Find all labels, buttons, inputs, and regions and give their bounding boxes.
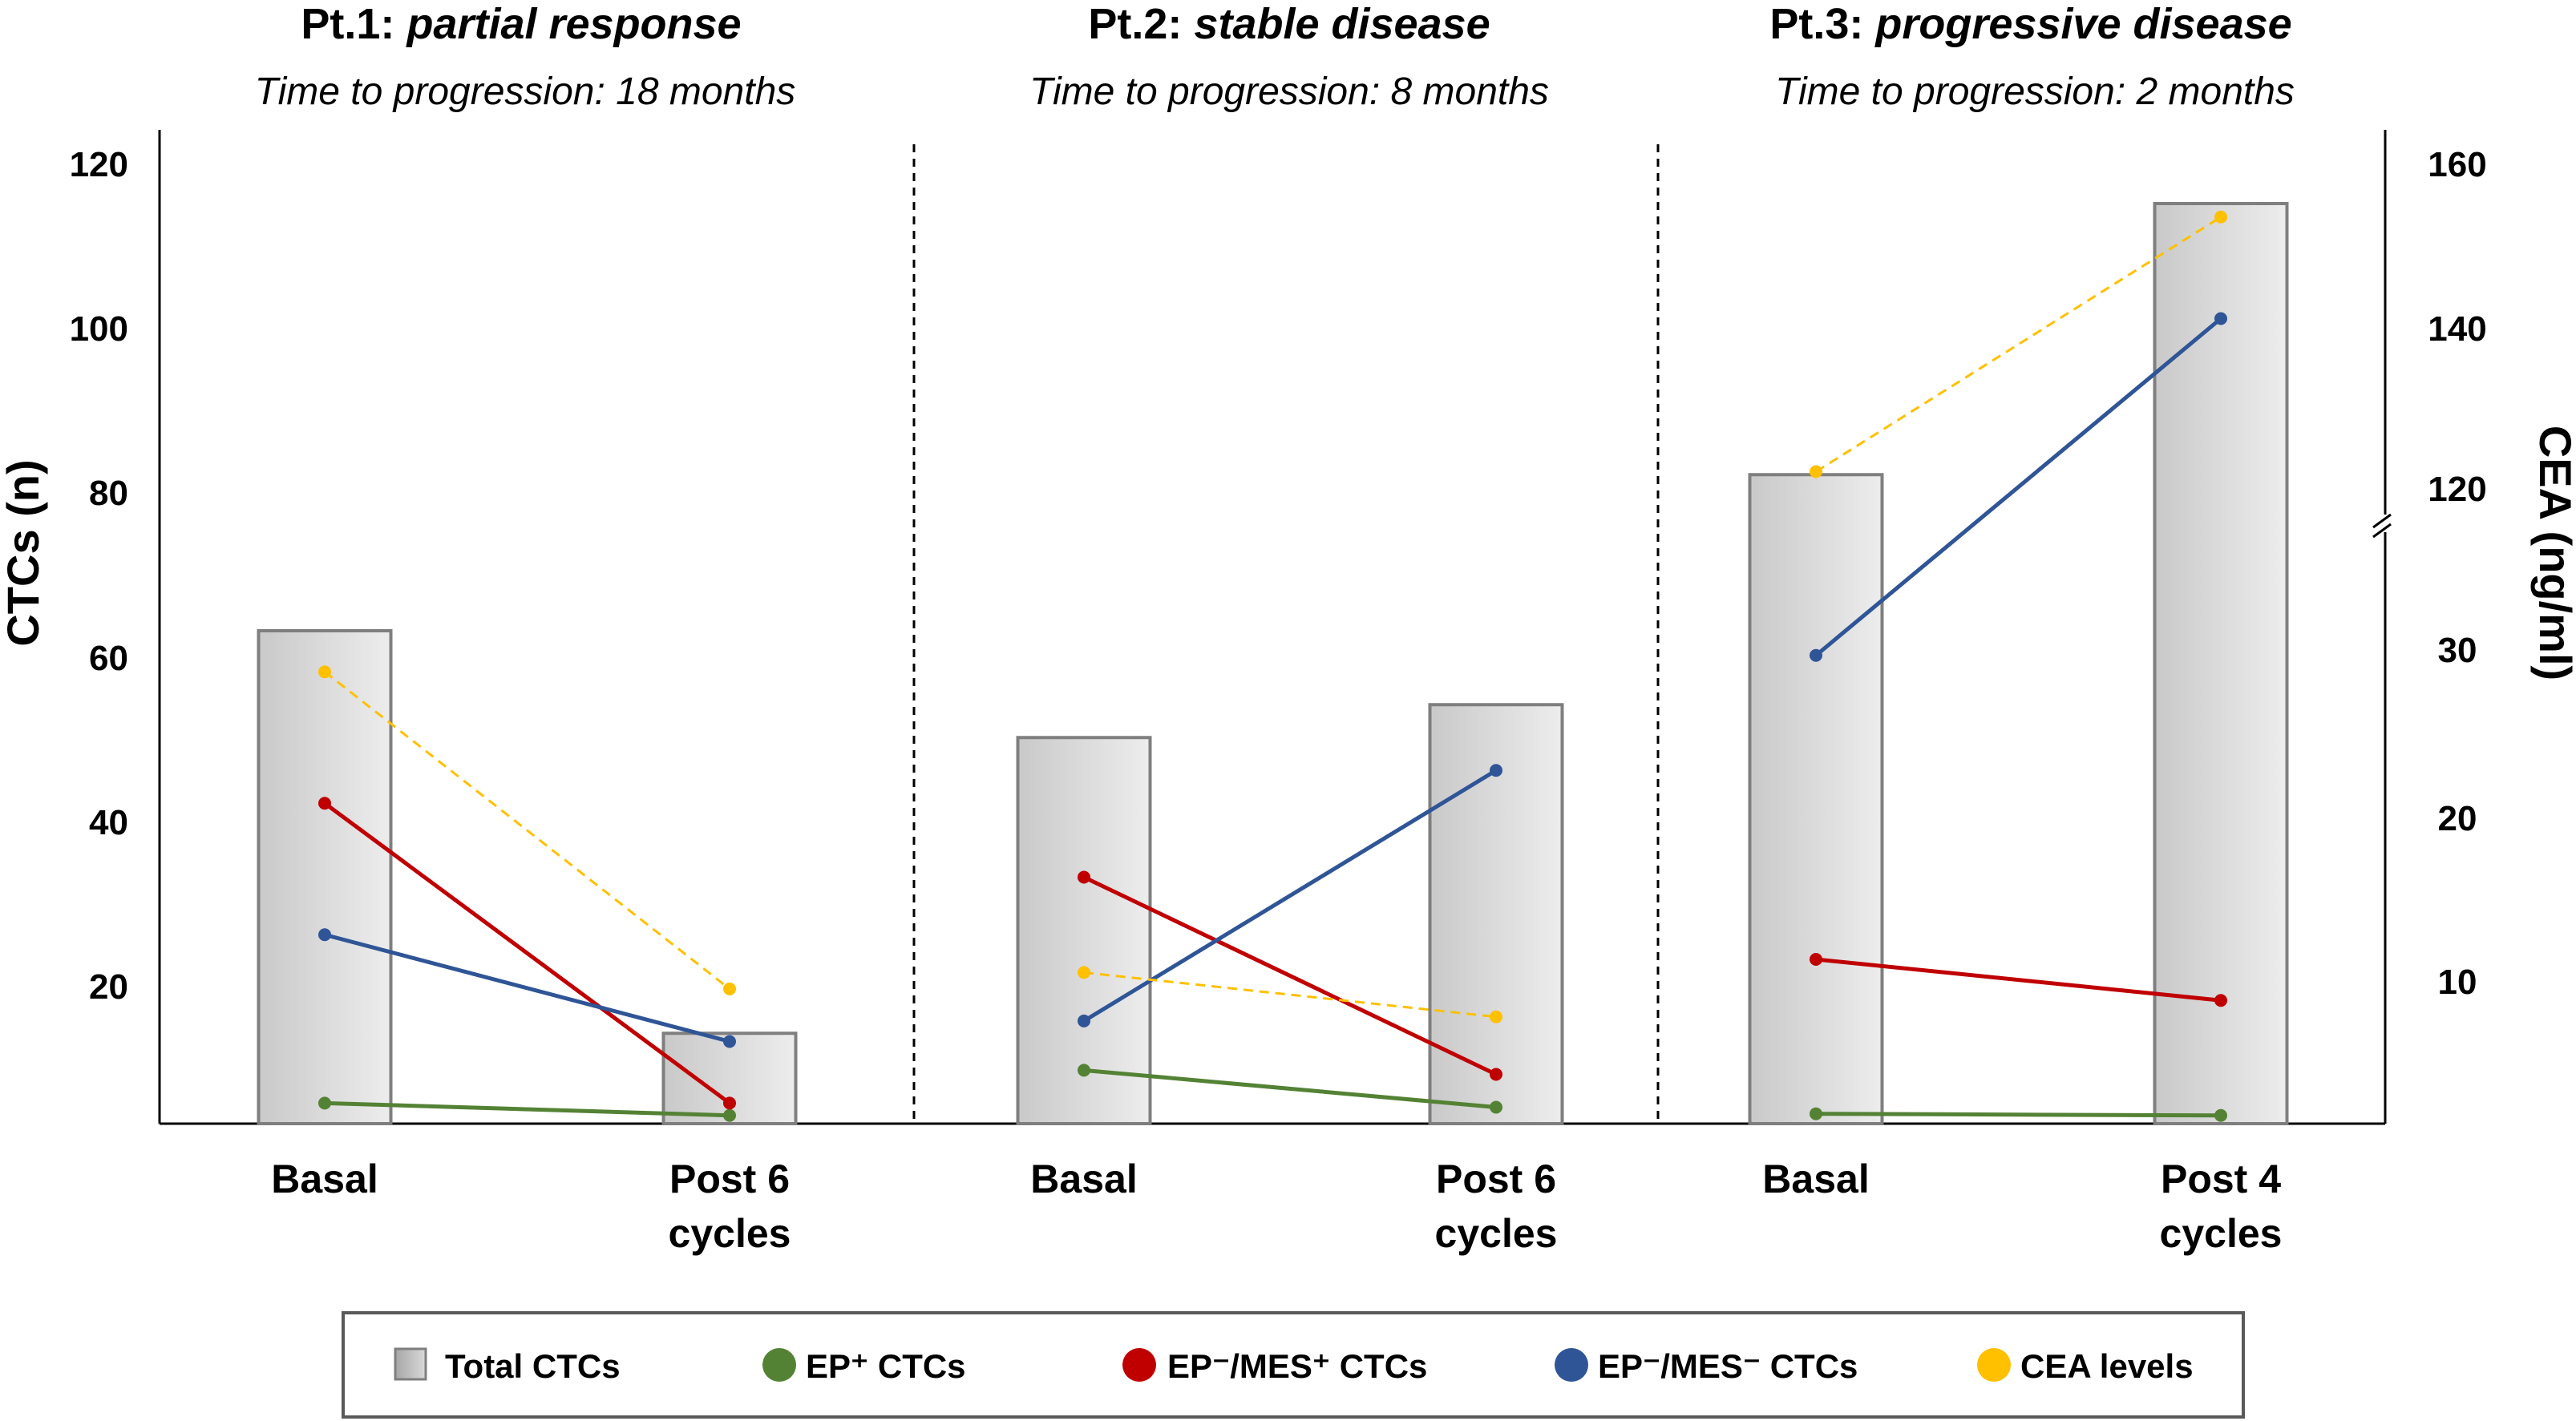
line-pt2-ep-pos — [1083, 1068, 1497, 1109]
line-pt3-ep-pos — [1815, 1112, 2222, 1118]
series-layer — [318, 210, 2227, 1122]
line-pt1-ep-pos — [324, 1100, 730, 1118]
x-label-pt2-post-line2: cycles — [1435, 1211, 1558, 1256]
legend-label-ep-pos: EP⁺ CTCs — [806, 1347, 966, 1385]
legend-swatch-ep-neg-mes-neg — [1555, 1348, 1588, 1382]
bar-pt3-basal — [1748, 473, 1884, 1125]
point-pt2-basal-cea — [1078, 966, 1090, 979]
legend-box — [342, 1311, 2245, 1419]
patient-2-status: stable disease — [1194, 0, 1490, 48]
patient-1-subtitle: Time to progression: 18 months — [255, 71, 796, 113]
y-axis-right-title: CEA (ng/ml) — [2530, 426, 2576, 680]
patient-1-id: Pt.1: — [301, 0, 394, 48]
point-pt2-post-ep-pos — [1490, 1100, 1502, 1114]
patient-1-title: Pt.1: partial response — [301, 0, 741, 48]
y-axis-left-title: CTCs (n) — [0, 459, 48, 646]
legend: Total CTCs EP⁺ CTCs EP⁻/MES⁺ CTCs EP⁻/ME… — [342, 1311, 2245, 1419]
patient-3-title: Pt.3: progressive disease — [1769, 0, 2291, 48]
point-pt2-basal-ep-neg-mes-neg — [1078, 1014, 1090, 1027]
point-pt3-basal-cea — [1810, 465, 1822, 478]
point-pt1-post-ep-neg-mes-neg — [723, 1035, 736, 1048]
x-label-pt2-post-line1: Post 6 — [1436, 1157, 1556, 1201]
axis-break-gap — [2377, 515, 2393, 532]
point-pt3-post-ep-neg-mes-neg — [2214, 312, 2227, 325]
patient-2-subtitle: Time to progression: 8 months — [1029, 71, 1549, 113]
point-pt3-basal-ep-neg-mes-neg — [1810, 648, 1822, 662]
line-pt2-cea — [1083, 971, 1497, 1019]
point-pt2-post-ep-neg-mes-neg — [1490, 764, 1502, 777]
point-pt1-basal-ep-neg-mes-neg — [318, 928, 331, 942]
y-left-tick-80: 80 — [89, 474, 128, 513]
axis-break-mark-1 — [2372, 513, 2392, 529]
y-right-tick-160: 160 — [2428, 145, 2486, 184]
axis-break-mark-2 — [2372, 523, 2392, 539]
bar-pt3-post — [2153, 202, 2289, 1125]
y-left-tick-60: 60 — [89, 639, 128, 678]
legend-swatch-ep-neg-mes-pos — [1122, 1348, 1156, 1382]
line-pt1-ep-neg-mes-pos — [323, 801, 731, 1105]
y-left-tick-120: 120 — [70, 145, 128, 184]
line-pt2-ep-neg-mes-pos — [1082, 875, 1498, 1076]
x-label-pt1-post-line1: Post 6 — [669, 1157, 790, 1201]
point-pt3-post-ep-neg-mes-pos — [2214, 994, 2227, 1007]
x-label-pt1-basal: Basal — [271, 1157, 378, 1201]
point-pt1-basal-ep-pos — [318, 1096, 331, 1110]
legend-swatch-ep-pos — [762, 1348, 796, 1382]
point-pt3-basal-ep-neg-mes-pos — [1810, 953, 1822, 966]
patient-3-status: progressive disease — [1874, 0, 2291, 48]
point-pt2-post-cea — [1490, 1010, 1502, 1023]
y-right-tick-140: 140 — [2428, 309, 2486, 349]
patient-2-id: Pt.2: — [1088, 0, 1182, 48]
line-pt3-ep-neg-mes-neg — [1814, 317, 2222, 657]
point-pt1-post-ep-neg-mes-pos — [723, 1096, 736, 1110]
legend-label-cea: CEA levels — [2020, 1347, 2194, 1385]
x-label-pt3-basal: Basal — [1762, 1157, 1869, 1201]
y-left-tick-40: 40 — [89, 803, 128, 842]
point-pt2-basal-ep-pos — [1078, 1064, 1090, 1077]
x-label-pt1-post-line2: cycles — [669, 1211, 791, 1256]
patient-1-status: partial response — [405, 0, 741, 48]
point-pt2-basal-ep-neg-mes-pos — [1078, 870, 1090, 884]
point-pt3-post-cea — [2214, 210, 2227, 224]
y-right-tick-20: 20 — [2438, 799, 2477, 838]
point-pt1-post-ep-pos — [723, 1108, 736, 1122]
legend-swatch-cea — [1977, 1348, 2011, 1382]
legend-label-ep-neg-mes-neg: EP⁻/MES⁻ CTCs — [1598, 1347, 1858, 1385]
point-pt2-post-ep-neg-mes-pos — [1490, 1068, 1502, 1081]
legend-label-ep-neg-mes-pos: EP⁻/MES⁺ CTCs — [1167, 1347, 1427, 1385]
point-pt3-basal-ep-pos — [1810, 1107, 1822, 1120]
y-left-tick-100: 100 — [70, 309, 128, 349]
legend-label-total: Total CTCs — [445, 1347, 621, 1385]
point-pt3-post-ep-pos — [2214, 1108, 2227, 1122]
point-pt1-post-cea — [723, 982, 736, 995]
x-label-pt3-post-line1: Post 4 — [2161, 1157, 2281, 1201]
bar-pt1-basal — [257, 629, 393, 1125]
y-left-tick-20: 20 — [89, 967, 128, 1007]
point-pt1-basal-ep-neg-mes-pos — [318, 797, 331, 810]
patient-3-id: Pt.3: — [1769, 0, 1863, 48]
bar-pt2-basal — [1016, 736, 1152, 1125]
y-right-tick-10: 10 — [2438, 963, 2477, 1002]
line-pt1-cea — [324, 671, 730, 991]
y-right-tick-30: 30 — [2438, 631, 2477, 670]
x-label-pt2-basal: Basal — [1030, 1157, 1137, 1201]
point-pt1-basal-cea — [318, 665, 331, 679]
patient-3-subtitle: Time to progression: 2 months — [1775, 71, 2295, 113]
patient-2-title: Pt.2: stable disease — [1088, 0, 1490, 48]
line-pt3-ep-neg-mes-pos — [1815, 957, 2222, 1003]
legend-swatch-total — [394, 1347, 427, 1381]
bars-total-ctcs — [257, 202, 2289, 1125]
x-label-pt3-post-line2: cycles — [2160, 1211, 2283, 1256]
line-pt1-ep-neg-mes-neg — [324, 932, 730, 1044]
y-right-tick-120: 120 — [2428, 470, 2486, 509]
